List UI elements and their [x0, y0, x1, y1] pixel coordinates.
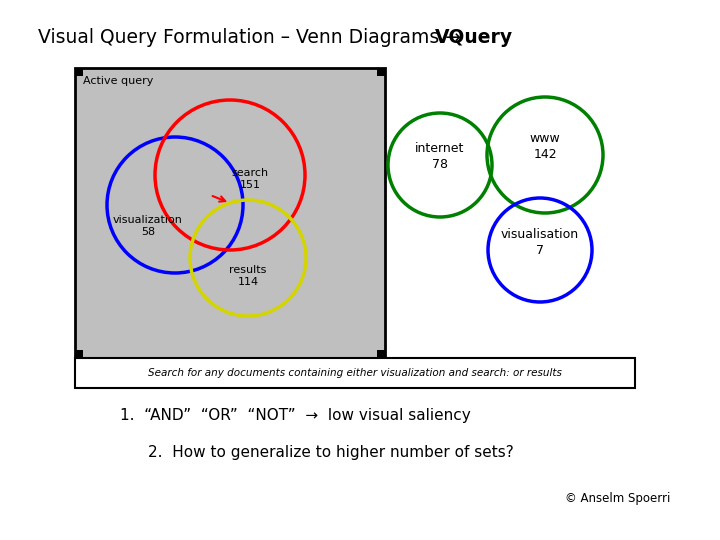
- Text: visualization
58: visualization 58: [113, 215, 183, 238]
- Bar: [377, 68, 385, 76]
- Text: search
151: search 151: [231, 168, 269, 191]
- Bar: [75, 68, 83, 76]
- Text: Search for any documents containing either visualization and search: or results: Search for any documents containing eith…: [148, 368, 562, 378]
- Text: results
114: results 114: [229, 265, 266, 287]
- Text: www
142: www 142: [530, 132, 560, 161]
- Text: internet
78: internet 78: [415, 143, 464, 172]
- Text: Active query: Active query: [83, 76, 153, 86]
- Bar: [75, 68, 385, 358]
- Text: 2.  How to generalize to higher number of sets?: 2. How to generalize to higher number of…: [148, 445, 514, 460]
- Text: visualisation
7: visualisation 7: [501, 227, 579, 256]
- Text: VQuery: VQuery: [435, 28, 513, 47]
- Bar: [75, 350, 83, 358]
- Bar: [377, 350, 385, 358]
- Bar: [75, 358, 635, 388]
- Text: Visual Query Formulation – Venn Diagrams →: Visual Query Formulation – Venn Diagrams…: [38, 28, 467, 47]
- Text: 1.  “AND”  “OR”  “NOT”  →  low visual saliency: 1. “AND” “OR” “NOT” → low visual salienc…: [120, 408, 471, 423]
- Text: © Anselm Spoerri: © Anselm Spoerri: [564, 492, 670, 505]
